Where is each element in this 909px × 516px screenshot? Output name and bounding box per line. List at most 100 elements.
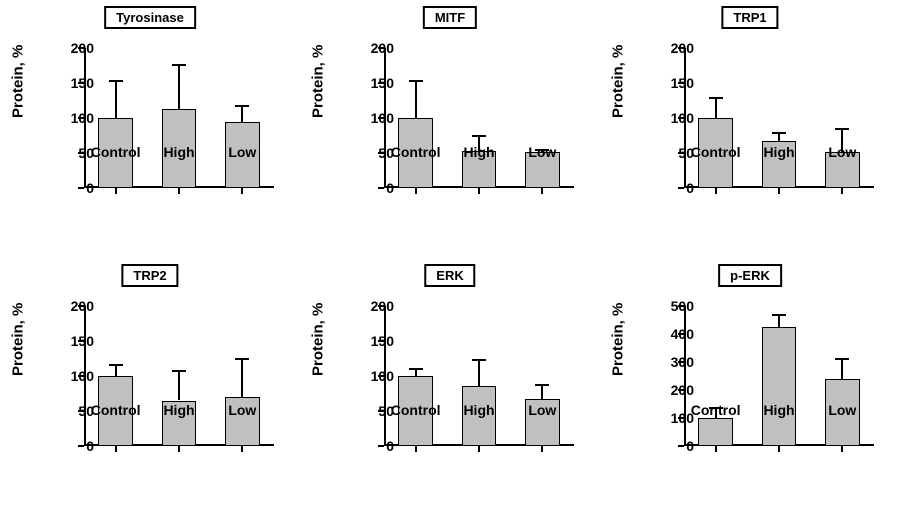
- x-tick: [115, 188, 117, 194]
- error-bar: [178, 371, 180, 400]
- y-tick-label: 100: [50, 110, 94, 126]
- y-tick-label: 50: [50, 145, 94, 161]
- error-bar-cap: [535, 384, 549, 386]
- x-tick-label: Low: [828, 144, 856, 160]
- y-tick-label: 100: [350, 110, 394, 126]
- x-tick: [415, 188, 417, 194]
- x-tick-label: Control: [391, 144, 441, 160]
- x-tick: [778, 446, 780, 452]
- y-tick-label: 200: [350, 298, 394, 314]
- y-tick-label: 150: [50, 75, 94, 91]
- chart-panel: TRP2Protein, %050100150200ControlHighLow: [10, 258, 290, 488]
- error-bar-cap: [835, 128, 849, 130]
- plot-area: [384, 48, 574, 188]
- error-bar-cap: [835, 358, 849, 360]
- x-tick-label: High: [163, 144, 194, 160]
- error-bar: [241, 359, 243, 397]
- x-tick-label: High: [463, 402, 494, 418]
- chart-panel: MITFProtein, %050100150200ControlHighLow: [310, 0, 590, 230]
- x-tick: [841, 188, 843, 194]
- x-tick-label: Control: [391, 402, 441, 418]
- chart-panel: TyrosinaseProtein, %050100150200ControlH…: [10, 0, 290, 230]
- error-bar-cap: [472, 359, 486, 361]
- y-tick-label: 150: [350, 75, 394, 91]
- error-bar-cap: [709, 97, 723, 99]
- y-tick-label: 150: [350, 333, 394, 349]
- y-tick-label: 100: [650, 110, 694, 126]
- x-tick-label: High: [463, 144, 494, 160]
- chart-panel: p-ERK Protein, % 0 100 200 300 400 500 Control Hi…: [610, 258, 890, 488]
- error-bar: [778, 133, 780, 141]
- error-bar: [841, 359, 843, 379]
- error-bar-cap: [172, 370, 186, 372]
- y-tick-label: 100: [350, 368, 394, 384]
- error-bar: [778, 315, 780, 327]
- x-tick: [778, 188, 780, 194]
- y-tick-label: 50: [50, 403, 94, 419]
- y-axis-label: Protein, %: [310, 45, 327, 118]
- x-tick-label: High: [763, 144, 794, 160]
- y-tick-label: 0: [350, 438, 394, 454]
- x-tick: [241, 446, 243, 452]
- y-tick-label: 300: [650, 354, 694, 370]
- x-tick: [841, 446, 843, 452]
- error-bar-cap: [235, 358, 249, 360]
- y-axis-label: Protein, %: [10, 45, 27, 118]
- bar: [762, 327, 797, 446]
- y-axis-label: Protein, %: [610, 303, 627, 376]
- y-tick-label: 150: [50, 333, 94, 349]
- y-tick-label: 200: [50, 40, 94, 56]
- y-tick-label: 0: [350, 180, 394, 196]
- x-tick-label: Low: [528, 402, 556, 418]
- x-tick: [541, 446, 543, 452]
- x-tick-label: Control: [91, 402, 141, 418]
- x-tick: [115, 446, 117, 452]
- chart-panel: ERKProtein, %050100150200ControlHighLow: [310, 258, 590, 488]
- x-tick: [715, 446, 717, 452]
- error-bar-cap: [109, 364, 123, 366]
- x-tick-label: Low: [528, 144, 556, 160]
- x-tick: [715, 188, 717, 194]
- y-tick-label: 0: [650, 438, 694, 454]
- chart-panel: TRP1Protein, %050100150200ControlHighLow: [610, 0, 890, 230]
- error-bar: [415, 81, 417, 118]
- error-bar: [115, 81, 117, 118]
- plot-area: [684, 48, 874, 188]
- plot-area: [684, 306, 874, 446]
- error-bar: [478, 360, 480, 386]
- y-tick-label: 200: [650, 382, 694, 398]
- error-bar-cap: [772, 314, 786, 316]
- y-tick-label: 500: [650, 298, 694, 314]
- y-tick-label: 100: [50, 368, 94, 384]
- x-tick-label: Control: [691, 402, 741, 418]
- x-tick-label: High: [763, 402, 794, 418]
- error-bar: [715, 98, 717, 118]
- error-bar: [178, 65, 180, 109]
- error-bar-cap: [235, 105, 249, 107]
- y-tick-label: 50: [650, 145, 694, 161]
- panel-title: TRP1: [721, 6, 778, 29]
- x-tick: [478, 446, 480, 452]
- plot-area: [384, 306, 574, 446]
- y-tick-label: 400: [650, 326, 694, 342]
- bar: [698, 418, 733, 446]
- error-bar: [541, 385, 543, 399]
- y-tick-label: 0: [50, 438, 94, 454]
- panel-title: p-ERK: [718, 264, 782, 287]
- y-axis-label: Protein, %: [10, 303, 27, 376]
- x-tick: [241, 188, 243, 194]
- error-bar: [115, 365, 117, 376]
- x-tick: [541, 188, 543, 194]
- y-tick-label: 100: [650, 410, 694, 426]
- y-tick-label: 150: [650, 75, 694, 91]
- y-tick-label: 50: [350, 145, 394, 161]
- error-bar-cap: [409, 80, 423, 82]
- x-tick: [178, 446, 180, 452]
- panel-title: TRP2: [121, 264, 178, 287]
- x-tick: [478, 188, 480, 194]
- error-bar-cap: [772, 132, 786, 134]
- y-tick-label: 0: [50, 180, 94, 196]
- error-bar-cap: [409, 368, 423, 370]
- x-tick-label: Low: [228, 402, 256, 418]
- y-tick-label: 50: [350, 403, 394, 419]
